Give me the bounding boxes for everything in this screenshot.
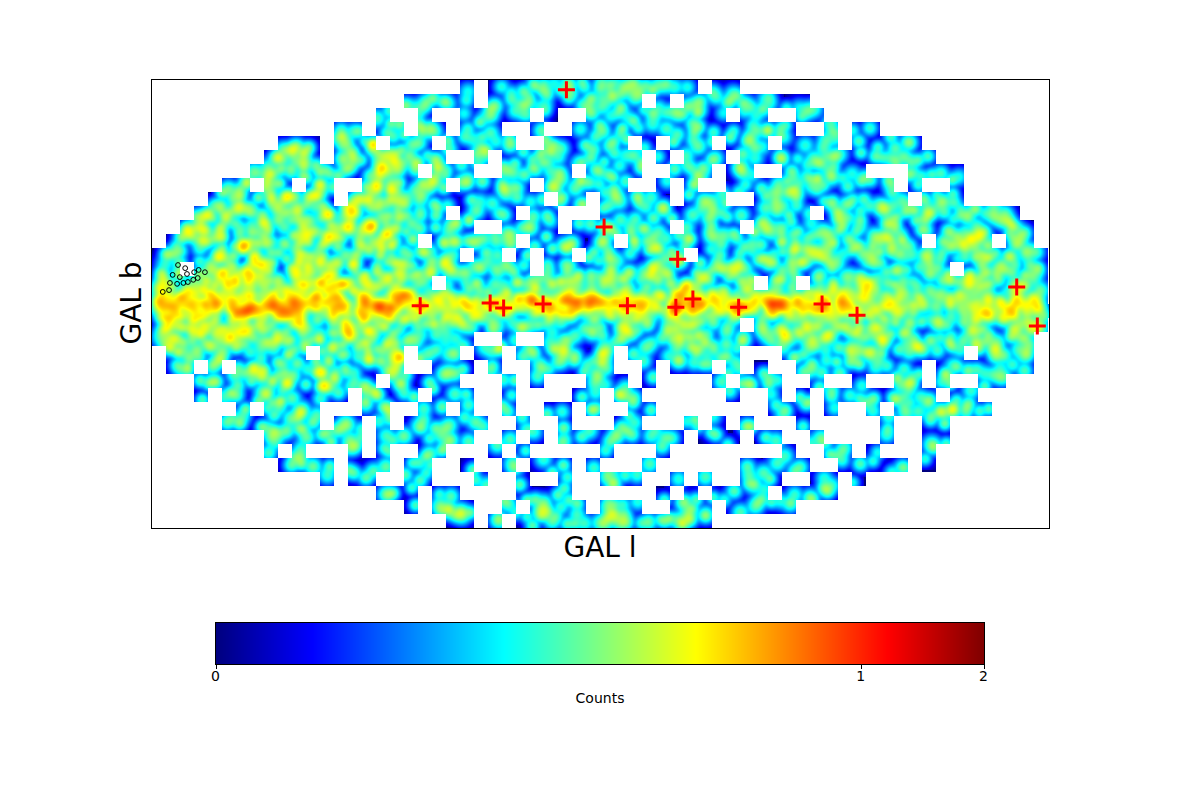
colorbar bbox=[215, 622, 985, 665]
colorbar-tick-label: 0 bbox=[211, 668, 220, 684]
colorbar-tick-label: 1 bbox=[856, 668, 865, 684]
figure: GAL l GAL b 0 1 2 Counts bbox=[0, 0, 1200, 800]
skymap-canvas bbox=[152, 80, 1049, 528]
colorbar-tick-label: 2 bbox=[979, 668, 988, 684]
colorbar-label: Counts bbox=[576, 690, 625, 706]
colorbar-gradient bbox=[216, 623, 984, 664]
y-axis-label: GAL b bbox=[115, 261, 148, 344]
x-axis-label: GAL l bbox=[563, 531, 636, 564]
skymap-axes bbox=[151, 79, 1050, 529]
